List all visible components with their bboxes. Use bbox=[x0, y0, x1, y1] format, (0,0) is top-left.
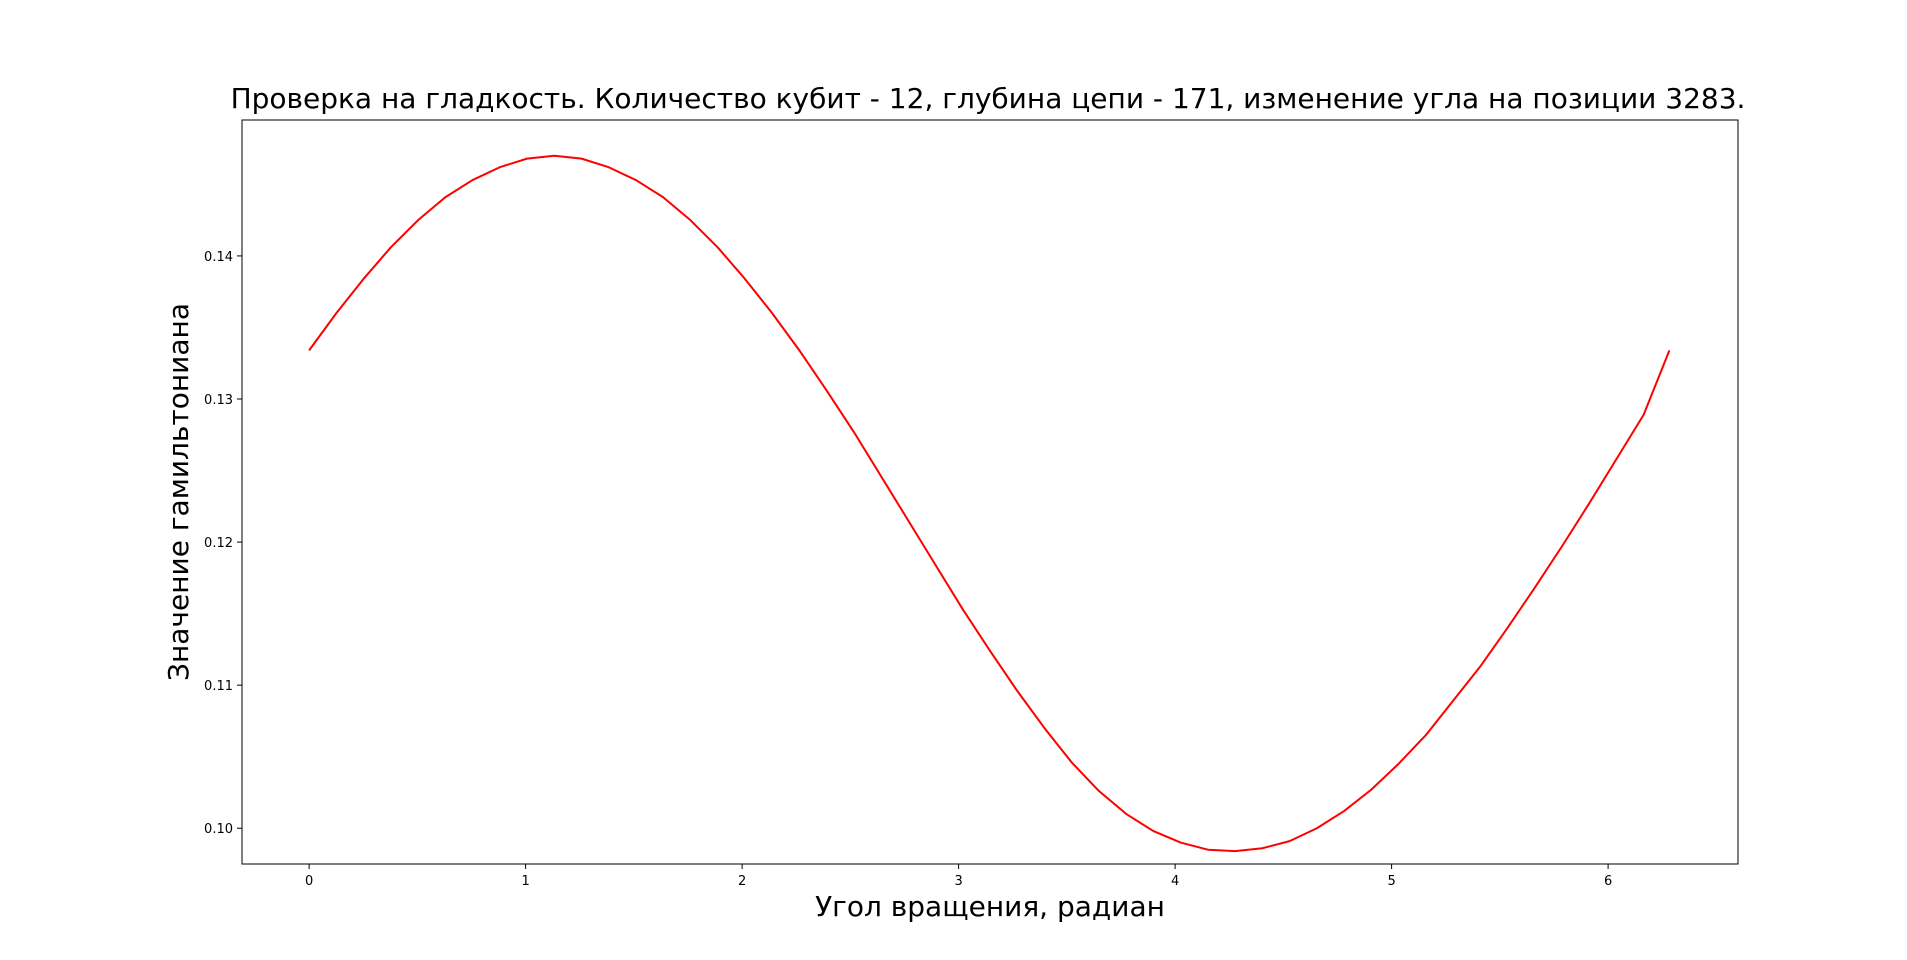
x-tick-label: 2 bbox=[738, 874, 746, 889]
y-tick-label: 0.11 bbox=[204, 679, 233, 694]
y-tick-label: 0.14 bbox=[204, 250, 233, 265]
y-tick-label: 0.10 bbox=[204, 822, 233, 837]
x-axis-title: Угол вращения, радиан bbox=[815, 890, 1165, 923]
x-tick-label: 1 bbox=[521, 874, 529, 889]
x-tick-label: 5 bbox=[1387, 874, 1395, 889]
x-tick-label: 0 bbox=[305, 874, 313, 889]
x-axis-ticks: 0 1 2 3 4 5 6 bbox=[305, 864, 1612, 889]
plot-area-frame bbox=[241, 119, 1739, 865]
x-tick-label: 4 bbox=[1171, 874, 1179, 889]
x-tick-label: 6 bbox=[1604, 874, 1612, 889]
y-axis-ticks: 0.10 0.11 0.12 0.13 0.14 bbox=[204, 250, 242, 837]
y-axis-title: Значение гамильтониана bbox=[162, 303, 195, 681]
y-tick-label: 0.12 bbox=[204, 536, 233, 551]
series-layer bbox=[308, 154, 1671, 853]
y-tick-label: 0.13 bbox=[204, 393, 233, 408]
x-tick-label: 3 bbox=[954, 874, 962, 889]
series-line-1 bbox=[308, 154, 1671, 853]
chart-title: Проверка на гладкость. Количество кубит … bbox=[231, 82, 1746, 115]
